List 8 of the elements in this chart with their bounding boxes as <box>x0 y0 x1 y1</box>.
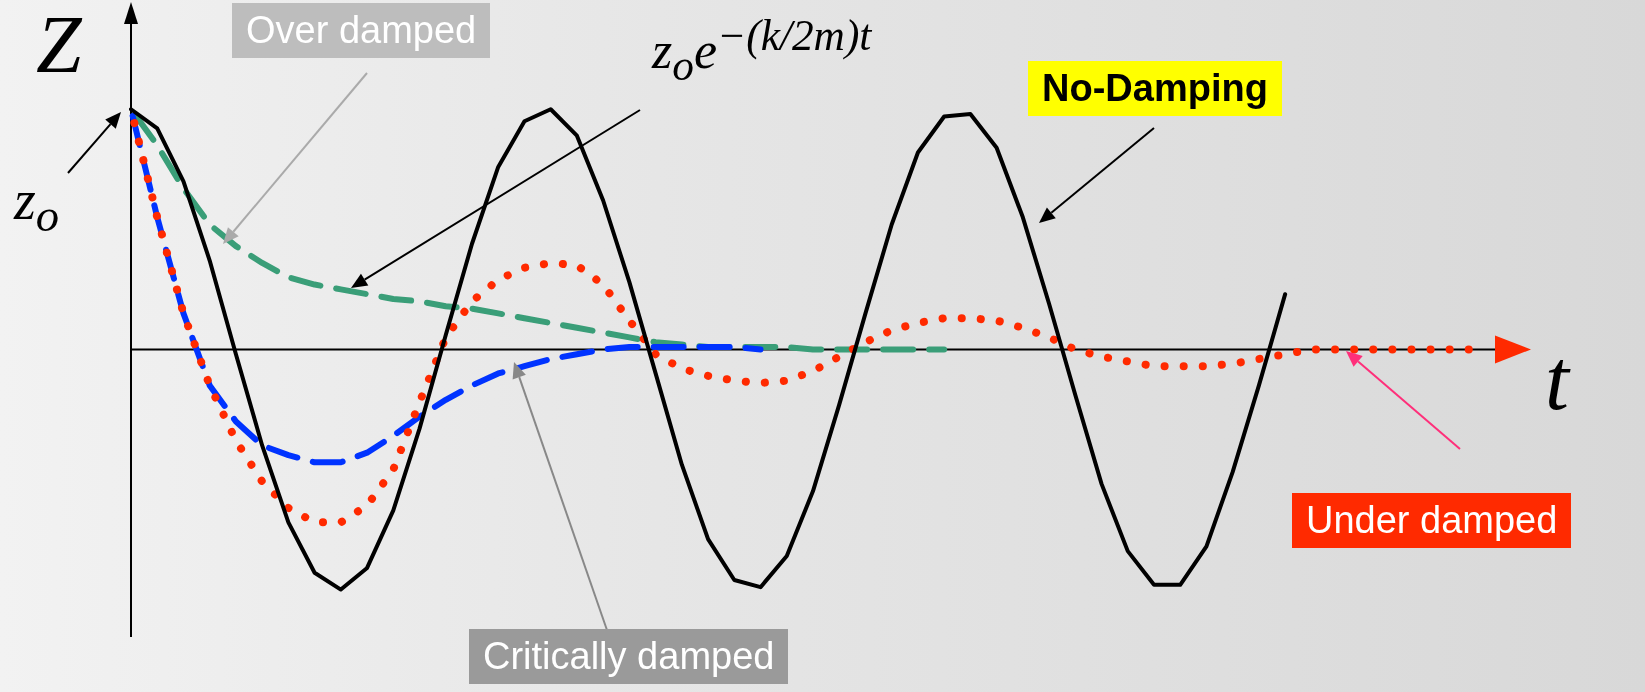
text: Under damped <box>1292 493 1572 548</box>
x-axis-title: t <box>1545 331 1569 430</box>
text: Critically damped <box>469 629 789 684</box>
text: z$_{o}$ <box>14 168 60 243</box>
text: Over damped <box>232 3 491 58</box>
text: z$_{o}$e$^{−(k/2m)t}$ <box>652 10 872 90</box>
y-axis-title: Z <box>36 0 82 92</box>
series-label: No-Damping <box>1028 61 1282 116</box>
